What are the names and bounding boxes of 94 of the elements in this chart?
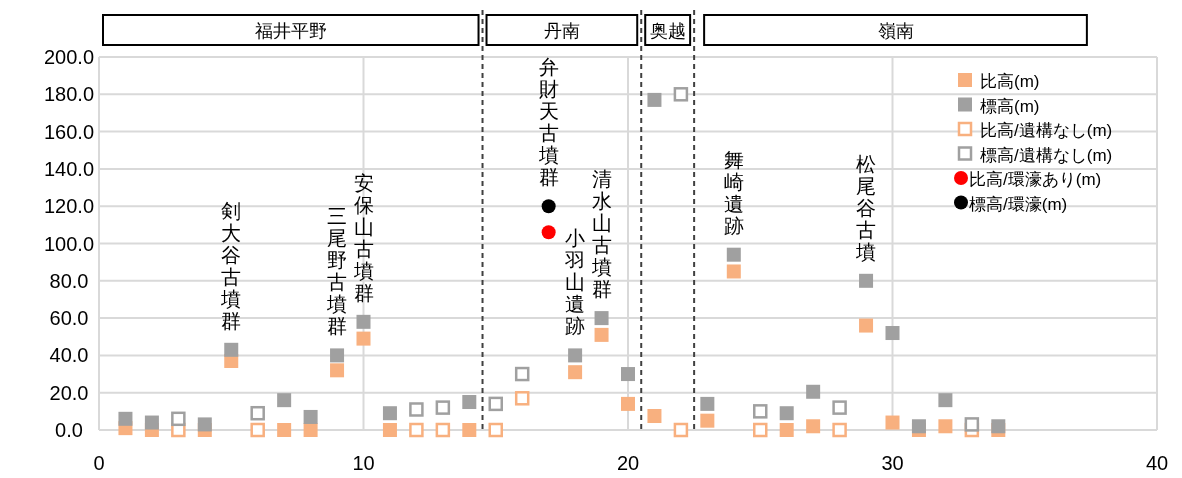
point <box>885 326 900 341</box>
point <box>171 411 186 427</box>
point <box>779 423 794 437</box>
annotation: 舞崎遺跡 <box>723 148 744 237</box>
point <box>303 423 318 437</box>
point <box>303 409 318 424</box>
y-tick-label: 160.0 <box>43 120 95 143</box>
header-box: 嶺南 <box>703 14 1088 46</box>
point <box>621 396 635 411</box>
annotation: 安保山古墳群 <box>352 171 374 304</box>
point <box>779 406 794 421</box>
point <box>382 423 397 437</box>
point <box>250 405 265 421</box>
annotation: 剣大谷古墳群 <box>220 199 242 332</box>
legend-label: 標高(m) <box>980 96 1040 116</box>
point <box>911 419 926 434</box>
legend-label: 標高/環濠(m) <box>969 194 1068 214</box>
y-tick-label: 120.0 <box>43 195 95 218</box>
point <box>541 225 556 240</box>
x-tick-label: 40 <box>1145 452 1169 474</box>
point <box>806 384 821 399</box>
point <box>330 363 345 378</box>
annotation: 三尾野古墳群 <box>326 205 348 338</box>
point <box>435 400 451 415</box>
y-tick-label: 140.0 <box>43 157 95 180</box>
point <box>435 422 451 438</box>
header-box: 丹南 <box>485 14 639 46</box>
annotation: 弁財天古墳群 <box>537 56 559 189</box>
point <box>250 422 265 438</box>
point <box>514 366 530 382</box>
x-tick-label: 0 <box>93 452 105 474</box>
point <box>673 87 689 102</box>
y-tick-label: 20.0 <box>49 381 89 404</box>
point <box>568 348 583 363</box>
point <box>859 273 874 288</box>
point <box>409 402 424 417</box>
point <box>541 199 556 214</box>
point <box>488 396 503 412</box>
point <box>806 419 821 434</box>
y-tick-label: 40.0 <box>49 344 89 367</box>
x-tick-label: 20 <box>616 452 640 474</box>
point <box>488 422 503 438</box>
legend-label: 標高/遺構なし(m) <box>980 145 1113 165</box>
point <box>753 422 768 438</box>
x-tick-label: 10 <box>352 452 375 474</box>
point <box>859 318 874 333</box>
point <box>277 393 292 408</box>
point <box>568 365 583 380</box>
point <box>991 419 1006 434</box>
y-tick-label: 80.0 <box>49 269 89 292</box>
point <box>118 411 133 426</box>
point <box>330 348 345 363</box>
point <box>726 264 741 279</box>
point <box>726 247 741 262</box>
point <box>356 314 371 329</box>
point <box>647 409 662 424</box>
y-tick-label: 100.0 <box>43 232 95 255</box>
y-tick-label: 180.0 <box>43 83 95 106</box>
point <box>356 331 371 346</box>
legend-label: 比高/環濠あり(m) <box>969 170 1102 189</box>
point <box>277 423 292 437</box>
point <box>938 419 953 434</box>
legend-label: 比高(m) <box>980 72 1040 91</box>
point <box>832 422 847 438</box>
point <box>594 327 609 342</box>
y-tick-label: 0.0 <box>55 419 83 441</box>
point <box>753 404 768 419</box>
y-tick-label: 60.0 <box>49 307 89 330</box>
point <box>409 422 424 438</box>
point <box>647 92 662 107</box>
annotation: 清水山古墳群 <box>590 168 612 301</box>
point <box>462 395 477 410</box>
point <box>700 396 715 411</box>
point <box>514 391 530 406</box>
annotation: 小羽山遺跡 <box>564 227 586 338</box>
x-tick-label: 30 <box>881 452 904 474</box>
header-box: 奥越 <box>644 14 692 46</box>
y-tick-label: 200.0 <box>43 46 95 68</box>
point <box>700 413 715 428</box>
legend-label: 比高/遺構なし(m) <box>980 121 1113 140</box>
point <box>938 393 953 408</box>
point <box>594 311 609 326</box>
point <box>224 342 239 357</box>
point <box>673 422 689 438</box>
point <box>621 367 635 382</box>
annotation: 松尾谷古墳 <box>855 152 877 263</box>
point <box>462 423 477 437</box>
point <box>144 415 159 430</box>
point <box>964 417 980 432</box>
point <box>832 400 847 415</box>
header-box: 福井平野 <box>102 14 480 46</box>
point <box>382 406 397 421</box>
point <box>197 417 212 432</box>
point <box>885 415 900 430</box>
